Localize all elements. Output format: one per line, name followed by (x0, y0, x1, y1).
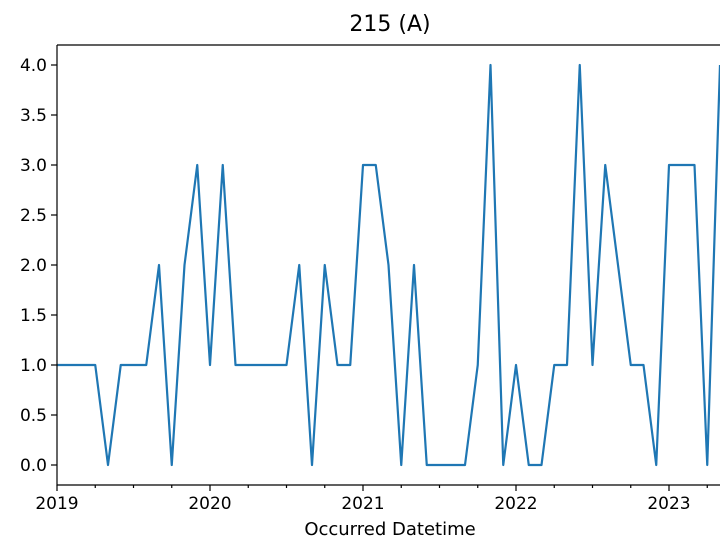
plot-area (57, 63, 720, 467)
y-tick-label: 1.5 (20, 306, 47, 326)
x-tick-label: 2020 (188, 494, 231, 514)
y-tick-label: 3.5 (20, 106, 47, 126)
x-axis-label: Occurred Datetime (304, 519, 475, 539)
x-tick-label: 2019 (35, 494, 78, 514)
y-tick-label: 2.5 (20, 206, 47, 226)
chart-title: 215 (A) (349, 12, 430, 37)
x-axis: 2019 2020 2021 2022 2023 (35, 485, 708, 514)
y-tick-label: 3.0 (20, 156, 47, 176)
x-tick-label: 2021 (341, 494, 384, 514)
y-axis: 0.0 0.5 1.0 1.5 2.0 2.5 3.0 3.5 4.0 (20, 56, 57, 476)
y-tick-label: 2.0 (20, 256, 47, 276)
x-tick-label: 2022 (494, 494, 537, 514)
y-tick-label: 4.0 (20, 56, 47, 76)
y-tick-label: 1.0 (20, 356, 47, 376)
y-tick-label: 0.0 (20, 456, 47, 476)
series-line (57, 63, 720, 467)
axes-frame (56, 44, 720, 486)
x-tick-label: 2023 (647, 494, 690, 514)
y-tick-label: 0.5 (20, 406, 47, 426)
